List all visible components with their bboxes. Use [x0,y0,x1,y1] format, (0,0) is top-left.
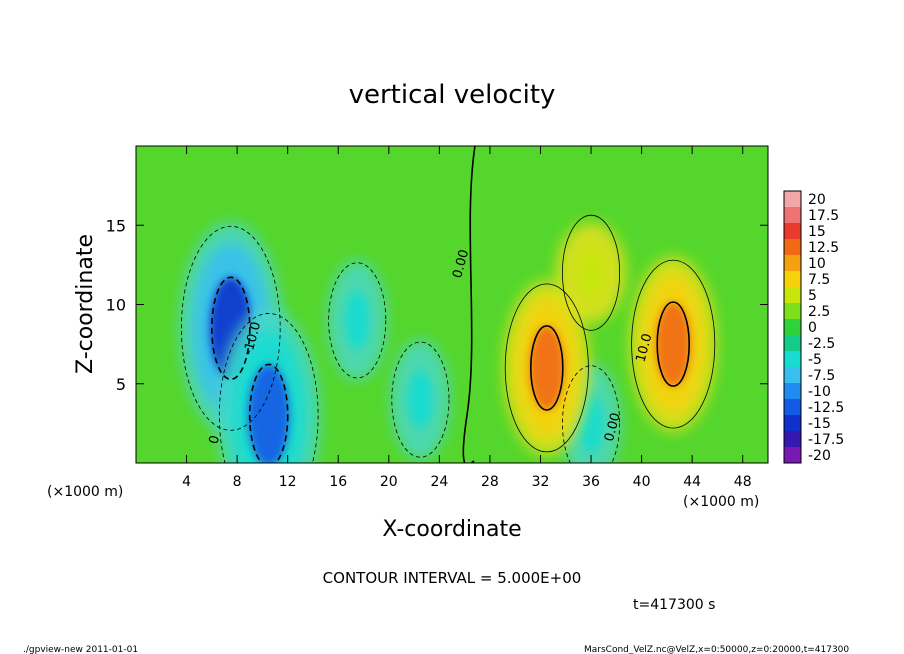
colorbar-segment [784,399,801,416]
contour-line [180,225,281,431]
contour-interval: CONTOUR INTERVAL = 5.000E+00 [323,569,582,587]
x-tick-label: 4 [182,474,191,490]
y-axis: 5 10 15 [106,216,768,394]
colorbar-label: 0 [808,320,817,336]
colorbar-label: 15 [808,224,826,240]
colorbar-label: 12.5 [808,240,839,256]
y-unit-label: (×1000 m) [47,484,123,500]
zero-contour [462,146,476,463]
colorbar-frame [783,190,802,464]
x-tick-label: 28 [481,474,499,490]
contour-line-strong [529,325,564,411]
contour-line [391,341,450,458]
x-tick-label: 40 [633,474,651,490]
colorbar-segment [784,223,801,240]
contour-lines [180,146,716,463]
x-tick-label: 24 [430,474,448,490]
field-core [576,248,606,297]
field-core [247,364,290,463]
contour-line-strong [656,301,691,387]
contour-line [218,313,319,463]
colorbar-segment [784,271,801,288]
contour-line-strong [248,363,289,463]
colorbar-label: -15 [808,416,831,432]
colorbar-segment [784,287,801,304]
footer-left: ./gpview-new 2011-01-01 [23,645,138,654]
colorbar-label: 7.5 [808,272,830,288]
colorbar-label: 17.5 [808,208,839,224]
colorbar-segment [784,447,801,464]
field-core [345,291,370,350]
colorbar-segment [784,335,801,352]
contour-line [504,283,589,453]
colorbar-label: -12.5 [808,400,844,416]
y-tick-label: 5 [116,375,126,394]
colorbar-segment [784,191,801,208]
x-tick-label: 12 [279,474,297,490]
colorbar-label: -20 [808,448,831,464]
colorbar-label: 5 [808,288,817,304]
colorbar-segment [784,431,801,448]
x-tick-label: 36 [582,474,600,490]
contour-line [328,262,387,379]
x-axis: 4 8 12 16 20 24 28 32 36 40 44 48 [182,146,752,490]
colorbar-label: 10 [808,256,826,272]
contour-line [631,259,716,429]
colorbar-segment [784,207,801,224]
field-core [655,302,691,387]
colorbar-segment [784,303,801,320]
x-tick-label: 48 [734,474,752,490]
contour-label: 10.0 [634,332,656,364]
colorbar-segment [784,415,801,432]
y-tick-label: 15 [106,216,126,235]
chart-title: vertical velocity [349,80,556,110]
colorbar-label: -2.5 [808,336,835,352]
colorbar-label: -7.5 [808,368,835,384]
colorbar-label: -17.5 [808,432,844,448]
field-core [529,325,565,410]
contour-line-strong [211,276,251,381]
time-label: t=417300 s [633,597,715,613]
contour-line [562,365,621,463]
x-tick-label: 44 [683,474,701,490]
colorbar-segment [784,383,801,400]
colorbar-segment [784,351,801,368]
contour-label: 0.00 [602,411,624,443]
contour-label: 0.00 [450,248,472,280]
x-unit-label: (×1000 m) [683,494,759,510]
x-tick-label: 8 [233,474,242,490]
colorbar-label: 20 [808,192,826,208]
field-core [578,394,604,453]
colorbar-label: 2.5 [808,304,830,320]
x-tick-label: 16 [329,474,347,490]
colorbar-segment [784,255,801,272]
x-axis-label: X-coordinate [382,517,521,542]
y-axis-label: Z-coordinate [73,234,98,374]
colorbar: 2017.51512.5107.552.50-2.5-5-7.5-10-12.5… [783,190,844,464]
x-tick-label: 32 [532,474,550,490]
footer-right: MarsCond_VelZ.nc@VelZ,x=0:50000,z=0:2000… [584,645,849,654]
y-tick-label: 10 [106,296,126,315]
x-tick-label: 20 [380,474,398,490]
contour-line [562,214,621,331]
colorbar-segment [784,319,801,336]
colorbar-label: -10 [808,384,831,400]
colorbar-segment [784,239,801,256]
field-core [408,370,433,429]
plot-area [136,146,768,463]
contour-label: 0 [206,434,223,446]
colorbar-label: -5 [808,352,822,368]
colorbar-segment [784,367,801,384]
